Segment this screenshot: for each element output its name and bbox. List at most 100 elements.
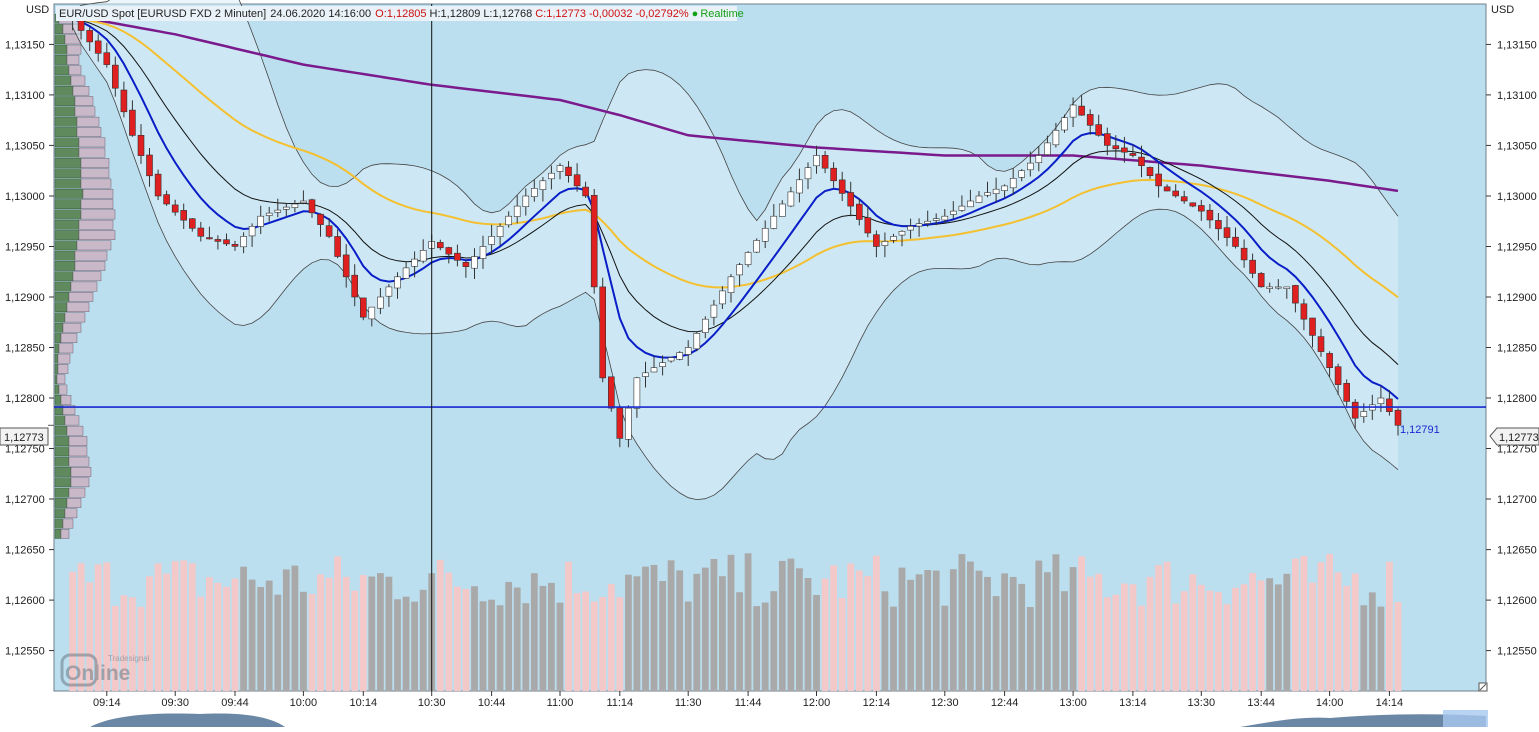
volume-bar bbox=[1266, 578, 1274, 691]
profile-bar-green bbox=[54, 44, 68, 55]
profile-bar-pink bbox=[80, 199, 114, 210]
volume-bar bbox=[582, 591, 589, 691]
profile-bar-pink bbox=[78, 137, 106, 148]
volume-bar bbox=[881, 591, 889, 691]
volume-bar bbox=[1086, 576, 1094, 691]
profile-bar-pink bbox=[68, 65, 82, 76]
candle-body bbox=[924, 220, 932, 224]
candle-body bbox=[1155, 173, 1162, 187]
x-tick-label: 13:30 bbox=[1188, 697, 1216, 709]
y-tick-label-left: 1,12900 bbox=[5, 292, 45, 304]
candle-body bbox=[206, 237, 213, 240]
candle-body bbox=[1334, 366, 1342, 385]
volume-bar bbox=[103, 562, 111, 691]
profile-bar-pink bbox=[68, 436, 88, 446]
candle-body bbox=[625, 407, 632, 440]
profile-bar-pink bbox=[62, 518, 74, 529]
profile-bar-pink bbox=[56, 374, 66, 385]
bollinger-lower bbox=[72, 27, 1399, 501]
profile-bar-green bbox=[54, 364, 59, 374]
x-tick-label: 09:14 bbox=[93, 697, 121, 709]
candle-body bbox=[753, 240, 761, 253]
volume-bar bbox=[607, 584, 615, 691]
profile-bar-green bbox=[54, 250, 76, 261]
profile-bar-pink bbox=[70, 75, 86, 86]
volume-bar bbox=[736, 592, 743, 691]
volume-bar bbox=[949, 569, 957, 691]
profile-bar-pink bbox=[68, 446, 88, 457]
candle-body bbox=[488, 236, 495, 245]
profile-bar-green bbox=[54, 302, 68, 313]
candle-body bbox=[796, 179, 803, 194]
candle-body bbox=[411, 258, 418, 267]
volume-bar bbox=[975, 570, 983, 691]
candle-body bbox=[727, 276, 735, 293]
x-tick-label: 11:14 bbox=[606, 697, 633, 709]
volume-bar bbox=[368, 576, 376, 691]
volume-bar bbox=[1138, 605, 1145, 691]
x-tick-label: 14:14 bbox=[1376, 697, 1404, 709]
candle-body bbox=[359, 297, 367, 318]
candle-body bbox=[804, 167, 812, 180]
candle-body bbox=[505, 215, 513, 226]
profile-bar-pink bbox=[58, 343, 74, 354]
candle-body bbox=[761, 228, 769, 242]
candle-body bbox=[873, 234, 880, 247]
volume-bar bbox=[94, 564, 102, 691]
candle-body bbox=[471, 256, 478, 269]
volume-bar bbox=[1368, 592, 1376, 691]
volume-bar bbox=[317, 574, 324, 691]
volume-bar bbox=[419, 589, 427, 691]
candle-body bbox=[223, 239, 230, 245]
candle-body bbox=[736, 264, 743, 276]
resize-handle-icon[interactable] bbox=[1478, 682, 1488, 692]
candle-body bbox=[308, 199, 316, 214]
candle-body bbox=[1112, 145, 1120, 150]
volume-bar bbox=[813, 595, 820, 691]
candle-body bbox=[1121, 147, 1128, 153]
candle-body bbox=[847, 192, 855, 207]
volume-bar bbox=[154, 563, 162, 691]
volume-bar bbox=[1343, 585, 1351, 691]
candle-body bbox=[274, 209, 282, 213]
volume-bar bbox=[436, 559, 444, 691]
profile-bar-pink bbox=[60, 333, 78, 343]
navigator-strip[interactable] bbox=[54, 708, 1486, 727]
candle-body bbox=[171, 204, 179, 213]
navigator-window[interactable] bbox=[1443, 710, 1488, 727]
candle-body bbox=[265, 212, 273, 216]
volume-bar bbox=[1309, 582, 1316, 691]
volume-bar bbox=[522, 603, 530, 691]
volume-bar bbox=[1155, 565, 1162, 691]
volume-bar bbox=[590, 601, 598, 691]
profile-bar-green bbox=[54, 456, 70, 467]
candle-body bbox=[1386, 398, 1393, 412]
profile-bar-pink bbox=[58, 384, 68, 395]
profile-bar-pink bbox=[78, 219, 114, 230]
symbol-label: EUR/USD Spot [EURUSD FXD 2 Minuten] bbox=[59, 8, 266, 20]
profile-bar-green bbox=[54, 75, 72, 86]
profile-bar-pink bbox=[66, 425, 84, 436]
candle-body bbox=[770, 215, 778, 229]
profile-bar-green bbox=[54, 65, 70, 76]
y-tick-label-right: 1,13050 bbox=[1497, 140, 1537, 152]
profile-bar-pink bbox=[80, 168, 110, 179]
candle-body bbox=[676, 352, 684, 360]
volume-bar bbox=[308, 594, 316, 691]
profile-bar-green bbox=[54, 261, 76, 271]
profile-bar-green bbox=[54, 188, 84, 199]
ma-fast-line bbox=[72, 18, 1399, 400]
volume-bar bbox=[1095, 573, 1103, 691]
candle-body bbox=[821, 155, 829, 169]
candle-body bbox=[1052, 130, 1060, 146]
profile-bar-pink bbox=[57, 353, 71, 364]
volume-bar bbox=[530, 573, 538, 691]
volume-bar bbox=[180, 560, 188, 691]
volume-bar bbox=[1283, 573, 1291, 691]
candle-body bbox=[1138, 156, 1145, 167]
volume-bar bbox=[471, 586, 478, 691]
x-tick-label: 13:00 bbox=[1059, 697, 1087, 709]
volume-bar bbox=[214, 582, 222, 691]
profile-bar-green bbox=[54, 199, 82, 210]
